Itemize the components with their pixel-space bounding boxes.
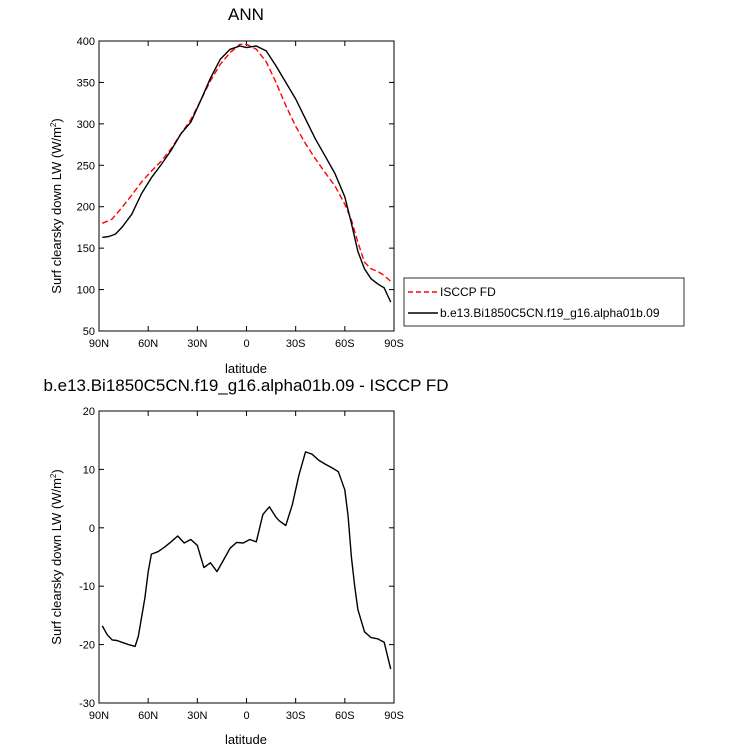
- difference-line: [101, 451, 392, 670]
- top-x-tick-label: 60N: [138, 338, 158, 350]
- top-x-tick-label: 90N: [89, 338, 109, 350]
- isccp-fd-line: [102, 43, 392, 282]
- top-y-tick-label: 350: [77, 77, 95, 89]
- bottom-y-axis-label: Surf clearsky down LW (W/m2): [49, 469, 64, 644]
- top-x-tick-label: 30S: [286, 338, 306, 350]
- bottom-chart-title: b.e13.Bi1850C5CN.f19_g16.alpha01b.09 - I…: [43, 376, 448, 395]
- legend-label-isccp: ISCCP FD: [440, 285, 496, 299]
- bottom-x-tick-label: 60N: [138, 710, 158, 722]
- bottom-y-tick-label: -30: [79, 698, 95, 710]
- bottom-y-tick-label: 10: [83, 464, 95, 476]
- top-chart-title: ANN: [228, 5, 264, 24]
- top-x-tick-label: 30N: [187, 338, 207, 350]
- model-line: [102, 45, 392, 303]
- bottom-x-axis-label: latitude: [225, 732, 267, 747]
- top-y-axis-label-sup: 2: [49, 122, 58, 127]
- top-panel: ANN Surf clearsky down LW (W/m2) latitud…: [49, 5, 404, 376]
- bottom-x-tick-label: 30S: [286, 710, 306, 722]
- top-axis-ticks: 90N 60N 30N 0 30S 60S 90S 50 100 150 200 250 300 350 4…: [77, 36, 404, 350]
- bottom-y-tick-label: 20: [83, 406, 95, 418]
- bottom-x-tick-label: 30N: [187, 710, 207, 722]
- bottom-y-axis-label-end: ): [49, 469, 64, 473]
- legend-box: [403, 277, 685, 327]
- top-x-tick-label: 0: [243, 338, 249, 350]
- legend: ISCCP FD b.e13.Bi1850C5CN.f19_g16.alpha0…: [403, 277, 685, 327]
- top-y-axis-label-main: Surf clearsky down LW (W/m: [49, 127, 64, 294]
- top-y-tick-label: 50: [83, 326, 95, 338]
- bottom-x-tick-label: 90N: [89, 710, 109, 722]
- top-x-tick-label: 90S: [384, 338, 404, 350]
- top-y-axis-label: Surf clearsky down LW (W/m2): [49, 118, 64, 293]
- top-y-tick-label: 100: [77, 285, 95, 297]
- top-x-tick-label: 60S: [335, 338, 355, 350]
- bottom-plot-frame: [98, 410, 395, 704]
- top-y-tick-label: 250: [77, 160, 95, 172]
- bottom-y-tick-label: -20: [79, 640, 95, 652]
- top-x-axis-label: latitude: [225, 361, 267, 376]
- top-y-axis-label-end: ): [49, 118, 64, 122]
- bottom-x-tick-label: 60S: [335, 710, 355, 722]
- bottom-panel: b.e13.Bi1850C5CN.f19_g16.alpha01b.09 - I…: [43, 376, 448, 747]
- top-y-tick-label: 200: [77, 202, 95, 214]
- top-y-tick-label: 400: [77, 36, 95, 48]
- bottom-x-tick-label: 90S: [384, 710, 404, 722]
- bottom-y-axis-label-sup: 2: [49, 473, 58, 478]
- top-y-tick-label: 150: [77, 243, 95, 255]
- bottom-y-tick-label: -10: [79, 581, 95, 593]
- top-series-lines: [102, 43, 392, 303]
- bottom-axis-ticks: 90N 60N 30N 0 30S 60S 90S -30 -20 -10 0 10 20: [79, 406, 404, 722]
- top-y-tick-label: 300: [77, 119, 95, 131]
- bottom-series-lines: [101, 451, 392, 670]
- bottom-y-axis-label-main: Surf clearsky down LW (W/m: [49, 478, 64, 645]
- bottom-x-tick-label: 0: [243, 710, 249, 722]
- legend-label-model: b.e13.Bi1850C5CN.f19_g16.alpha01b.09: [440, 306, 660, 320]
- bottom-y-tick-label: 0: [89, 523, 95, 535]
- top-plot-frame: [98, 40, 395, 332]
